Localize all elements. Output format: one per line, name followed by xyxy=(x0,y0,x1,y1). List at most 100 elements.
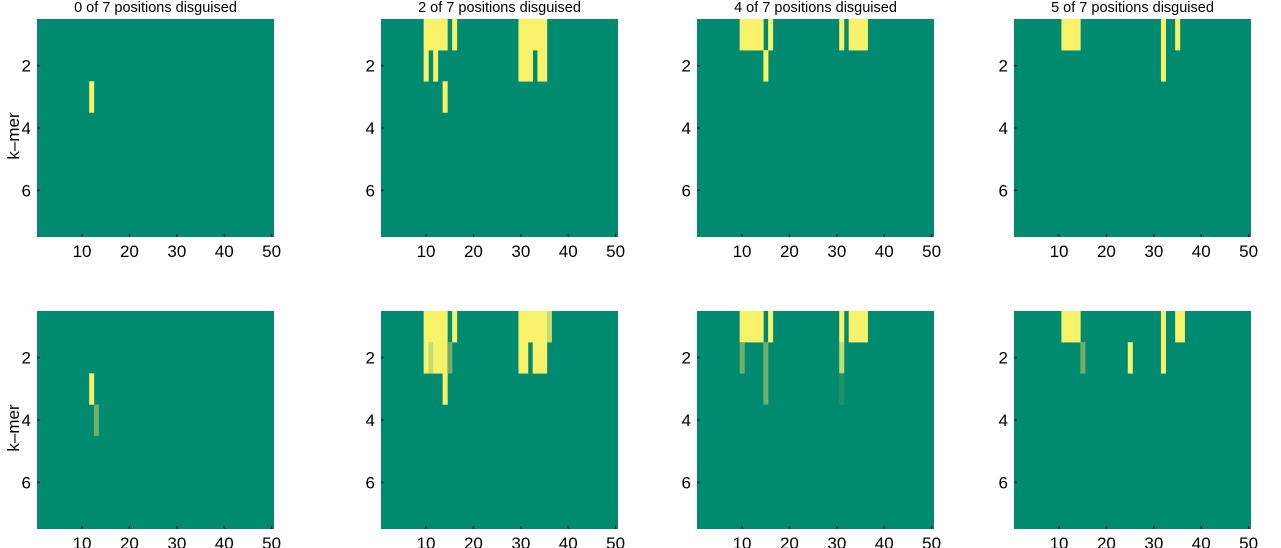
panel-title: 5 of 7 positions disguised xyxy=(1051,0,1214,16)
heatmap-cell xyxy=(537,19,543,51)
x-tick-label: 10 xyxy=(1050,534,1069,548)
y-tick-label: 2 xyxy=(22,349,31,368)
y-tick-label: 4 xyxy=(999,411,1008,430)
heatmap-cell xyxy=(1066,311,1072,343)
heatmap-cell xyxy=(518,342,524,374)
heatmap-cell xyxy=(1061,311,1067,343)
heatmap-cell xyxy=(452,19,458,51)
heatmap-cell xyxy=(433,50,439,82)
heatmap-cell xyxy=(532,311,538,343)
panel-title: 2 of 7 positions disguised xyxy=(418,0,581,16)
heatmap-cell xyxy=(423,311,429,343)
heatmap-panel-4: 10 20 30 40 50 2 4 6 5 of 7 positions disguised xyxy=(999,0,1259,261)
heatmap-cell xyxy=(744,311,750,343)
panel-title: 0 of 7 positions disguised xyxy=(74,0,237,16)
y-axis-label: k–mer xyxy=(4,112,23,160)
heatmap-cell xyxy=(433,311,439,343)
x-tick-label: 20 xyxy=(780,534,799,548)
heatmap-cell xyxy=(428,311,434,343)
x-tick-label: 20 xyxy=(464,534,483,548)
heatmap-cell xyxy=(433,19,439,51)
heatmap-background xyxy=(381,311,618,529)
heatmap-cell xyxy=(442,81,448,113)
heatmap-cell xyxy=(758,19,764,51)
x-tick-label: 50 xyxy=(1239,534,1258,548)
y-tick-label: 6 xyxy=(999,181,1008,200)
heatmap-cell xyxy=(848,19,854,51)
x-tick-label: 30 xyxy=(827,242,846,261)
heatmap-cell xyxy=(523,342,529,374)
x-tick-label: 30 xyxy=(511,534,530,548)
x-tick-label: 30 xyxy=(827,534,846,548)
y-tick-label: 6 xyxy=(22,181,31,200)
heatmap-background xyxy=(37,19,274,237)
x-tick-label: 50 xyxy=(262,242,281,261)
x-tick-label: 40 xyxy=(559,534,578,548)
x-tick-label: 30 xyxy=(167,242,186,261)
heatmap-cell xyxy=(862,311,868,343)
heatmap-cell xyxy=(839,342,845,374)
x-tick-label: 10 xyxy=(733,242,752,261)
heatmap-cell xyxy=(744,19,750,51)
heatmap-cell xyxy=(537,311,543,343)
heatmap-cell xyxy=(442,19,448,51)
heatmap-cell xyxy=(537,342,543,374)
x-tick-label: 30 xyxy=(167,534,186,548)
heatmap-cell xyxy=(542,50,548,82)
x-tick-label: 40 xyxy=(559,242,578,261)
heatmap-cell xyxy=(763,342,769,374)
x-tick-label: 40 xyxy=(215,534,234,548)
heatmap-cell xyxy=(423,342,429,374)
heatmap-cell xyxy=(1175,19,1181,51)
heatmap-cell xyxy=(452,311,458,343)
heatmap-cell xyxy=(437,311,443,343)
heatmap-cell xyxy=(537,50,543,82)
heatmap-cell xyxy=(749,311,755,343)
x-tick-label: 50 xyxy=(1239,242,1258,261)
heatmap-cell xyxy=(1160,50,1166,82)
heatmap-cell xyxy=(532,19,538,51)
heatmap-panel-7: 1020304050246position in sequence xyxy=(682,311,941,548)
y-tick-label: 2 xyxy=(366,349,375,368)
y-tick-label: 4 xyxy=(999,119,1008,138)
heatmap-cell xyxy=(527,50,533,82)
heatmap-cell xyxy=(1160,19,1166,51)
heatmap-cell xyxy=(839,311,845,343)
x-tick-label: 40 xyxy=(875,242,894,261)
x-tick-label: 20 xyxy=(120,242,139,261)
heatmap-cell xyxy=(527,19,533,51)
x-tick-label: 10 xyxy=(73,534,92,548)
heatmap-panel-8: 1020304050246position in sequence xyxy=(999,311,1258,548)
heatmap-cell xyxy=(542,342,548,374)
y-tick-label: 6 xyxy=(682,473,691,492)
heatmap-cell xyxy=(853,311,859,343)
heatmap-cell xyxy=(1070,311,1076,343)
heatmap-cell xyxy=(839,19,845,51)
heatmap-cell xyxy=(1160,342,1166,374)
heatmap-cell xyxy=(523,50,529,82)
heatmap-cell xyxy=(1070,19,1076,51)
heatmap-cell xyxy=(523,19,529,51)
heatmap-cell xyxy=(839,373,845,405)
heatmap-cell xyxy=(739,19,745,51)
heatmap-cell xyxy=(546,311,552,343)
heatmap-cell xyxy=(532,342,538,374)
heatmap-cell xyxy=(518,50,524,82)
heatmap-cell xyxy=(89,373,95,405)
heatmap-cell xyxy=(1175,311,1181,343)
y-tick-label: 2 xyxy=(999,349,1008,368)
x-tick-label: 20 xyxy=(464,242,483,261)
y-tick-label: 2 xyxy=(682,349,691,368)
y-tick-label: 6 xyxy=(366,473,375,492)
x-tick-label: 40 xyxy=(1192,534,1211,548)
y-tick-label: 6 xyxy=(366,181,375,200)
heatmap-background xyxy=(697,19,934,237)
heatmap-background xyxy=(37,311,274,529)
heatmap-cell xyxy=(858,311,864,343)
heatmap-cell xyxy=(542,19,548,51)
x-tick-label: 40 xyxy=(215,242,234,261)
heatmap-cell xyxy=(753,311,759,343)
y-tick-label: 2 xyxy=(22,57,31,76)
heatmap-cell xyxy=(442,373,448,405)
y-tick-label: 4 xyxy=(22,411,31,430)
